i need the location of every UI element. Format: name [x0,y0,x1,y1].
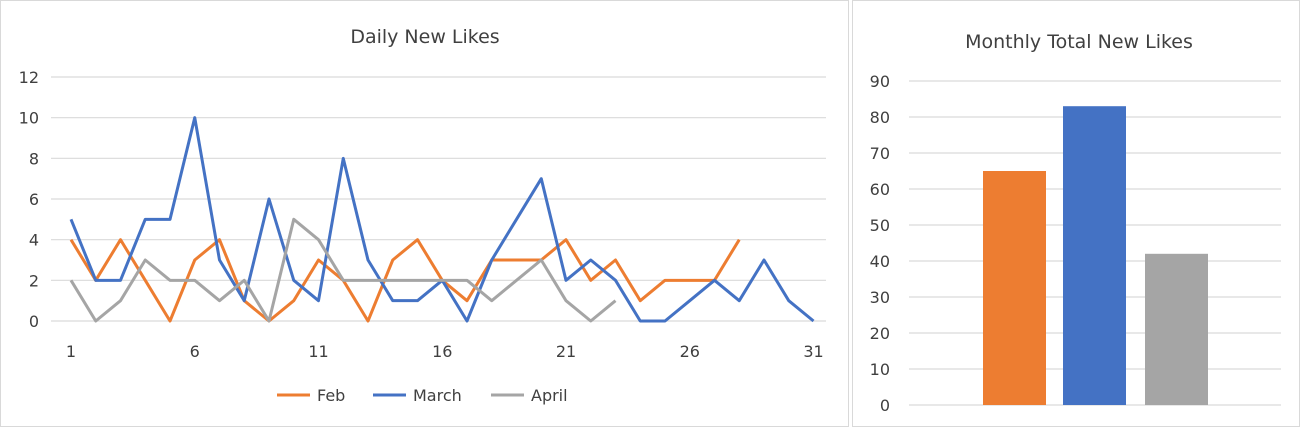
bar-feb [983,171,1046,405]
x-tick-label: 21 [556,342,576,361]
y-tick-label: 4 [29,231,39,250]
y-tick-label: 60 [870,180,890,199]
y-tick-label: 10 [870,360,890,379]
y-tick-label: 8 [29,149,39,168]
chart-title: Monthly Total New Likes [965,31,1193,53]
x-tick-label: 16 [432,342,452,361]
legend-label: April [531,386,568,405]
y-tick-label: 0 [29,312,39,331]
bar-april [1145,253,1208,405]
bar-march [1063,106,1126,405]
x-tick-label: 11 [308,342,328,361]
monthly-likes-chart-panel: Monthly Total New Likes 0 10 20 30 40 50 60 70 8… [852,0,1300,427]
x-tick-label: 1 [66,342,76,361]
y-tick-label: 20 [870,324,890,343]
monthly-likes-chart: Monthly Total New Likes 0 10 20 30 40 50 60 70 8… [870,31,1281,415]
daily-likes-chart-panel: Daily New Likes 0 2 4 6 8 10 12 1 6 11 16 21 26 31 Feb… [0,0,849,427]
x-tick-label: 26 [680,342,700,361]
y-tick-label: 80 [870,108,890,127]
legend-label: March [413,386,462,405]
y-tick-label: 40 [870,252,890,271]
y-tick-label: 2 [29,271,39,290]
y-tick-label: 10 [19,109,39,128]
series-line-feb [69,238,741,323]
legend-label: Feb [317,386,345,405]
x-tick-label: 6 [190,342,200,361]
chart-title: Daily New Likes [350,26,499,48]
series-line-april [69,217,617,323]
y-tick-label: 90 [870,72,890,91]
y-tick-label: 30 [870,288,890,307]
y-tick-label: 12 [19,68,39,87]
y-tick-label: 50 [870,216,890,235]
y-tick-label: 0 [880,396,890,415]
y-tick-label: 70 [870,144,890,163]
y-tick-label: 6 [29,190,39,209]
x-tick-label: 31 [803,342,823,361]
